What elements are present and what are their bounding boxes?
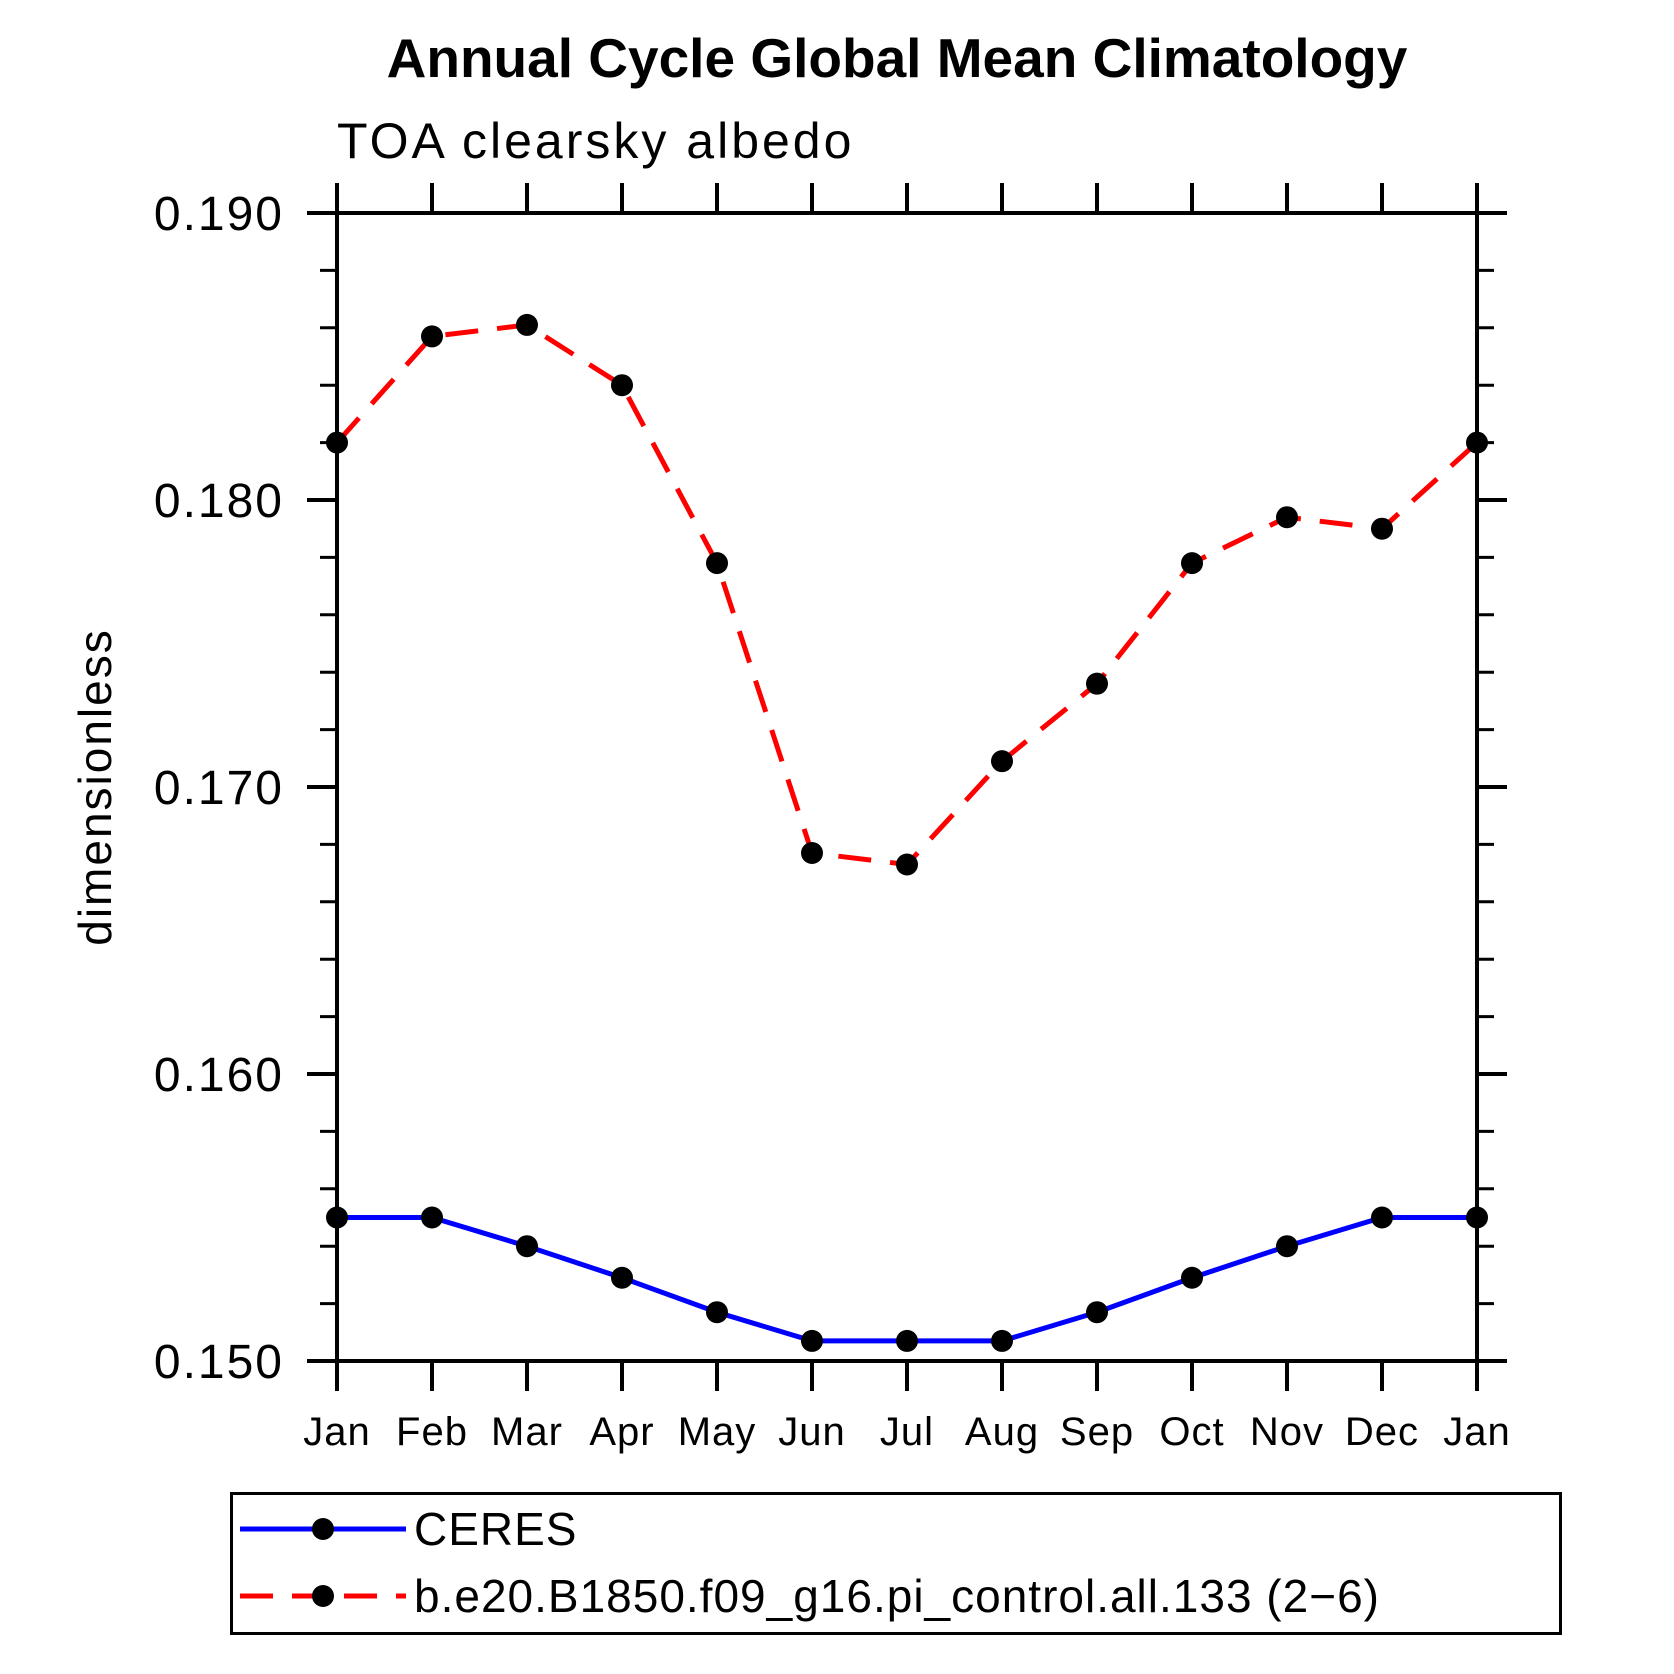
y-tick-label: 0.150 xyxy=(154,1336,284,1389)
y-tick-label: 0.180 xyxy=(154,475,284,528)
x-tick-label: Jun xyxy=(778,1410,846,1454)
legend-item-ceres: CERES xyxy=(238,1503,578,1555)
legend-sample-svg xyxy=(240,1518,406,1540)
data-point-ceres xyxy=(421,1206,443,1229)
data-point-ceres xyxy=(991,1329,1013,1352)
data-point-ceres xyxy=(706,1301,728,1324)
legend-sample-svg xyxy=(240,1585,406,1607)
legend-label-ceres: CERES xyxy=(414,1503,578,1555)
data-point-ceres xyxy=(1466,1206,1488,1229)
data-point-model xyxy=(1371,517,1393,540)
y-tick-label: 0.190 xyxy=(154,188,284,241)
x-tick-label: Apr xyxy=(589,1410,654,1454)
x-tick-label: Jul xyxy=(880,1410,934,1454)
data-point-model xyxy=(1276,506,1298,529)
data-point-model xyxy=(516,313,538,336)
plot-frame xyxy=(335,211,1479,1363)
x-tick-label: Sep xyxy=(1060,1410,1134,1454)
legend-line-sample-ceres xyxy=(238,1505,410,1553)
data-point-model xyxy=(1181,552,1203,575)
x-tick-label: Jan xyxy=(1443,1410,1511,1454)
data-point-model xyxy=(1466,431,1488,454)
data-point-ceres xyxy=(1181,1266,1203,1289)
data-point-model xyxy=(421,325,443,348)
legend-line-sample-model xyxy=(238,1572,410,1620)
data-point-ceres xyxy=(326,1206,348,1229)
data-point-model xyxy=(326,431,348,454)
x-tick-label: May xyxy=(678,1410,757,1454)
x-tick-label: Oct xyxy=(1159,1410,1224,1454)
data-point-ceres xyxy=(896,1329,918,1352)
x-tick-label: Feb xyxy=(396,1410,468,1454)
data-point-model xyxy=(706,552,728,575)
legend-item-model: b.e20.B1850.f09_g16.pi_control.all.133 (… xyxy=(238,1570,1380,1622)
y-tick-label: 0.160 xyxy=(154,1049,284,1102)
data-point-ceres xyxy=(1086,1301,1108,1324)
data-point-model xyxy=(1086,672,1108,695)
series-line-ceres xyxy=(337,1215,1477,1344)
x-tick-label: Jan xyxy=(303,1410,371,1454)
legend-box: CERES b.e20.B1850.f09_g16.pi_control.all… xyxy=(230,1492,1562,1635)
x-tick-label: Nov xyxy=(1250,1410,1324,1454)
data-point-ceres xyxy=(801,1329,823,1352)
legend-label-model: b.e20.B1850.f09_g16.pi_control.all.133 (… xyxy=(414,1570,1380,1622)
data-point-ceres xyxy=(611,1266,633,1289)
data-point-model xyxy=(991,750,1013,773)
chart-subtitle: TOA clearsky albedo xyxy=(337,113,855,169)
data-point-model xyxy=(611,374,633,397)
legend-sample-marker xyxy=(312,1518,334,1540)
chart-title: Annual Cycle Global Mean Climatology xyxy=(386,27,1408,89)
data-point-ceres xyxy=(1371,1206,1393,1229)
x-tick-label: Aug xyxy=(965,1410,1039,1454)
data-point-ceres xyxy=(1276,1235,1298,1258)
series-line-model xyxy=(335,322,1479,868)
data-point-model xyxy=(896,853,918,876)
y-tick-label: 0.170 xyxy=(154,762,284,815)
data-point-ceres xyxy=(516,1235,538,1258)
x-tick-label: Mar xyxy=(491,1410,563,1454)
x-tick-label: Dec xyxy=(1345,1410,1419,1454)
data-point-model xyxy=(801,842,823,865)
legend-sample-marker xyxy=(312,1585,334,1607)
